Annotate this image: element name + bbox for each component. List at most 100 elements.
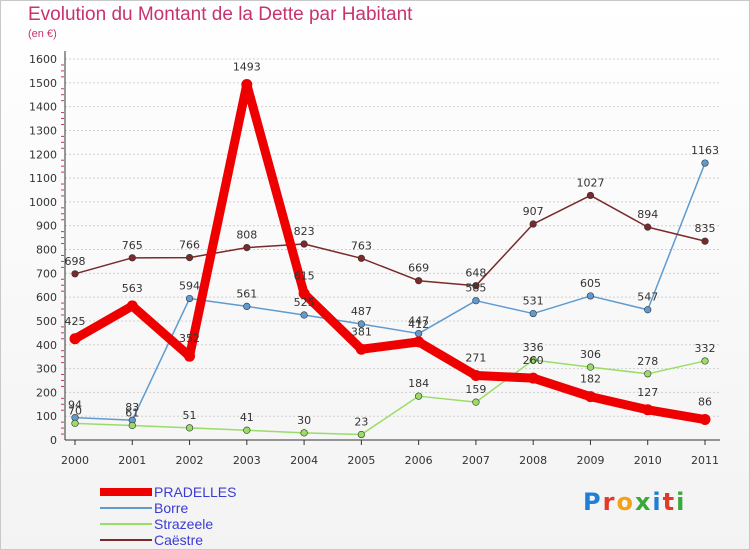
data-label-borre: 531 [523,295,544,308]
data-point-borre [701,159,709,167]
data-point-strazeele [644,370,652,378]
data-label-strazeele: 30 [297,414,311,427]
data-point-pradelles [126,300,138,312]
data-point-pradelles [69,333,81,345]
data-point-strazeele [472,398,480,406]
data-point-strazeele [701,357,709,365]
series-line-ca-stre [74,194,706,287]
data-point-strazeele [128,421,136,430]
data-label-pradelles: 182 [580,373,601,386]
data-point-ca-stre [243,243,251,252]
proxiti-logo: Proxiti [583,488,686,516]
series-borre [71,159,709,424]
data-point-pradelles [413,336,425,348]
y-tick-label: 800 [36,244,57,257]
x-tick-label: 2006 [405,454,433,467]
data-label-ca-stre: 808 [236,229,257,242]
legend-swatch [100,488,152,496]
data-point-strazeele [71,419,79,427]
data-point-borre [300,311,308,319]
data-label-borre: 605 [580,277,601,290]
y-tick-label: 100 [36,410,57,423]
data-point-strazeele [415,392,423,400]
data-label-ca-stre: 907 [523,205,544,218]
data-point-strazeele [586,363,595,371]
data-point-pradelles [241,78,253,90]
x-tick-label: 2010 [634,454,662,467]
data-label-pradelles: 1493 [233,60,261,73]
data-point-pradelles [470,369,482,381]
data-label-strazeele: 306 [580,348,601,361]
data-point-ca-stre [128,254,136,262]
logo-letter: o [616,488,635,516]
data-point-pradelles [584,391,596,403]
data-label-pradelles: 271 [465,351,486,364]
legend-label: Strazeele [154,516,214,532]
data-label-borre: 585 [465,282,486,295]
y-tick-label: 1100 [29,172,57,185]
data-label-pradelles: 86 [698,396,712,409]
data-label-borre: 487 [351,305,372,318]
data-point-ca-stre [701,237,709,245]
legend-label: Borre [154,500,189,516]
data-point-pradelles [527,372,539,384]
data-label-strazeele: 61 [125,406,139,419]
y-tick-label: 1200 [29,148,57,161]
y-tick-label: 1400 [29,101,57,114]
data-label-borre: 561 [236,287,257,300]
data-label-pradelles: 352 [179,332,200,345]
data-point-strazeele [185,424,194,432]
logo-letter: i [676,488,687,516]
y-tick-label: 1500 [29,77,57,90]
x-tick-label: 2007 [462,454,490,467]
data-label-borre: 447 [408,315,429,328]
data-label-ca-stre: 648 [465,267,486,280]
data-label-borre: 94 [68,399,82,412]
grid-layer [65,58,720,417]
logo-letter: t [662,488,677,516]
data-point-pradelles [355,343,367,355]
data-point-ca-stre [472,282,480,290]
data-point-pradelles [184,350,196,362]
data-label-borre: 83 [125,401,139,414]
data-label-borre: 1163 [691,144,719,157]
x-tick-label: 2011 [691,454,719,467]
data-point-borre [185,294,194,303]
data-label-borre: 525 [294,296,315,309]
data-label-pradelles: 412 [408,318,429,331]
data-point-borre [644,306,652,314]
data-point-pradelles [699,414,711,426]
data-point-strazeele [529,356,537,364]
x-tick-label: 2003 [233,454,261,467]
data-label-strazeele: 159 [465,383,486,396]
data-point-borre [586,292,595,300]
data-label-strazeele: 278 [637,355,658,368]
logo-letter: i [652,488,663,516]
data-point-ca-stre [185,253,194,262]
x-tick-label: 2000 [61,454,89,467]
legend-swatch [100,523,152,525]
data-point-borre [243,302,251,311]
data-label-borre: 547 [637,291,658,304]
y-tick-label: 900 [36,220,57,233]
data-label-strazeele: 336 [523,341,544,354]
data-label-layer: 425 563 352 1493 615 381 412 271 260 182 127 86 94 83… [65,60,720,428]
x-tick-label: 2001 [118,454,146,467]
y-tick-label: 700 [36,267,57,280]
data-label-pradelles: 260 [523,354,544,367]
series-layer [69,78,711,439]
line-chart: 0 100 200 300 400 500 600 700 800 900 1000 1100 1200… [29,51,720,467]
data-point-pradelles [642,404,654,416]
data-point-borre [415,329,423,338]
y-tick-label: 300 [36,363,57,376]
data-point-ca-stre [415,277,423,285]
logo-letter: P [583,488,603,516]
data-label-pradelles: 127 [637,386,658,399]
y-tick-label: 500 [36,315,57,328]
data-label-ca-stre: 823 [294,225,315,238]
data-label-pradelles: 615 [294,270,315,283]
data-label-pradelles: 381 [351,325,372,338]
logo-letter: x [634,488,653,516]
data-label-ca-stre: 669 [408,262,429,275]
